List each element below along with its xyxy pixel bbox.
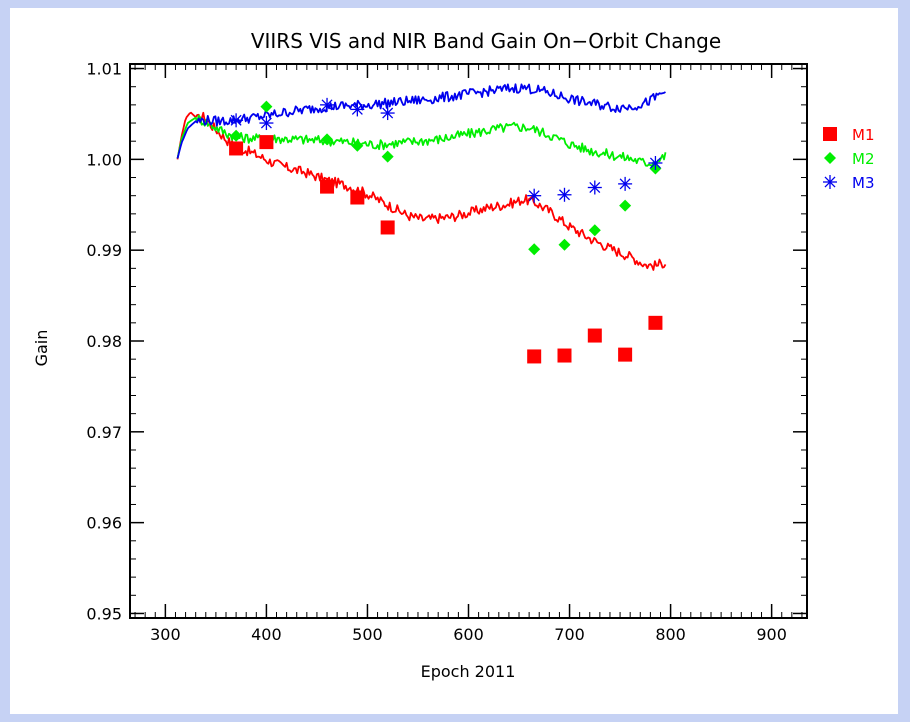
data-point-m1 [320, 179, 335, 194]
ticks-layer: 300 400 500 600 700 800 900 0.95 0.96 0.97 0.98 0.9… [86, 60, 807, 644]
data-point-m3 [229, 113, 244, 128]
asterisk-stroke [649, 157, 661, 169]
asterisk-stroke [589, 182, 601, 194]
asterisk-stroke [321, 99, 333, 111]
asterisk-stroke [260, 117, 272, 129]
legend-marker-m3 [823, 175, 837, 189]
x-tick-label: 300 [150, 625, 181, 644]
chart-title: VIIRS VIS and NIR Band Gain On−Orbit Cha… [251, 29, 721, 53]
asterisk-stroke [528, 190, 540, 202]
legend: M1 M2 M3 [823, 126, 875, 192]
asterisk-stroke [351, 103, 363, 115]
data-point-m2 [260, 100, 273, 113]
data-point-m1 [380, 220, 395, 235]
data-point-m2 [230, 129, 243, 142]
data-point-m1 [350, 190, 365, 205]
series-line-m2 [176, 114, 667, 167]
y-tick-label: 0.98 [86, 332, 122, 351]
series-line-m3 [176, 83, 666, 159]
y-tick-label: 0.99 [86, 241, 122, 260]
x-axis-label: Epoch 2011 [421, 662, 516, 681]
data-point-m3 [350, 102, 365, 117]
y-axis-label: Gain [32, 330, 51, 367]
y-tick-label: 1.01 [86, 60, 122, 79]
x-tick-label: 900 [756, 625, 787, 644]
x-tick-label: 800 [655, 625, 686, 644]
chart: VIIRS VIS and NIR Band Gain On−Orbit Cha… [32, 29, 875, 681]
y-tick-label: 0.95 [86, 604, 122, 623]
y-tick-label: 0.97 [86, 423, 122, 442]
data-point-m3 [259, 116, 274, 131]
x-tick-label: 500 [352, 625, 383, 644]
y-tick-label: 0.96 [86, 514, 122, 533]
data-point-m2 [558, 238, 571, 251]
data-point-m1 [587, 328, 602, 343]
data-point-m2 [381, 150, 394, 163]
data-point-m3 [587, 180, 602, 195]
data-point-m2 [321, 133, 334, 146]
asterisk-stroke [619, 178, 631, 190]
asterisk-stroke [382, 107, 394, 119]
data-point-m1 [618, 347, 633, 362]
data-point-m3 [527, 188, 542, 203]
chart-frame: VIIRS VIS and NIR Band Gain On−Orbit Cha… [10, 8, 898, 714]
legend-label-m3: M3 [852, 174, 875, 192]
data-point-m3 [618, 176, 633, 191]
asterisk-stroke [230, 114, 242, 126]
x-tick-label: 400 [251, 625, 282, 644]
data-point-m1 [557, 348, 572, 363]
data-point-m3 [557, 187, 572, 202]
data-point-m2 [619, 199, 632, 212]
legend-label-m2: M2 [852, 150, 875, 168]
data-point-m1 [648, 315, 663, 330]
data-point-m1 [527, 349, 542, 364]
data-point-m1 [259, 135, 274, 150]
data-point-m3 [648, 155, 663, 170]
data-point-m2 [528, 243, 541, 256]
data-point-m1 [229, 141, 244, 156]
legend-marker-m2 [824, 152, 836, 164]
y-tick-label: 1.00 [86, 150, 122, 169]
x-tick-label: 700 [554, 625, 585, 644]
data-point-m2 [588, 224, 601, 237]
asterisk-stroke [558, 189, 570, 201]
legend-marker-m1 [823, 127, 837, 141]
asterisk-stroke [824, 176, 836, 188]
x-tick-label: 600 [453, 625, 484, 644]
data-point-m3 [320, 97, 335, 112]
series-line-m1 [176, 111, 667, 271]
data-point-m3 [380, 106, 395, 121]
legend-label-m1: M1 [852, 126, 875, 144]
series-layer [176, 83, 667, 364]
data-point-m2 [351, 139, 364, 152]
